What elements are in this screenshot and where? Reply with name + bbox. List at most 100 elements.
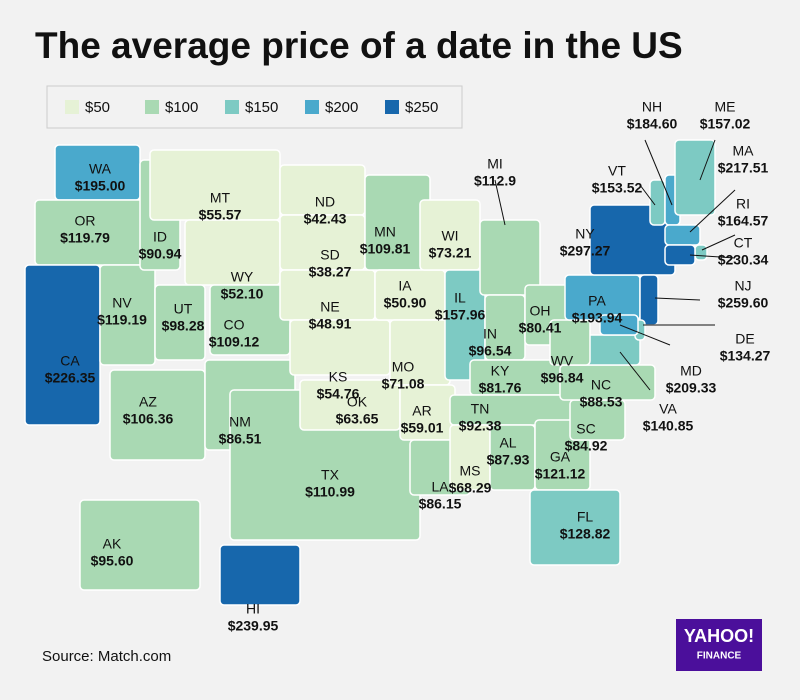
state-region	[219, 544, 301, 606]
state-abbr: CT	[734, 235, 753, 251]
state-abbr: KS	[329, 369, 348, 385]
state-abbr: TN	[471, 401, 490, 417]
state-value: $157.96	[435, 307, 486, 323]
legend-swatch	[385, 100, 399, 114]
state-value: $109.81	[360, 241, 411, 257]
state-abbr: NM	[229, 414, 251, 430]
state-region	[24, 264, 101, 426]
state-abbr: SD	[320, 247, 339, 263]
state-value: $92.38	[459, 418, 502, 434]
state-value: $109.12	[209, 334, 260, 350]
state-region	[479, 219, 541, 296]
leader-line	[644, 139, 673, 206]
state-value: $106.36	[123, 411, 174, 427]
state-abbr: WI	[441, 228, 458, 244]
state-value: $195.00	[75, 178, 126, 194]
state-value: $226.35	[45, 370, 96, 386]
state-abbr: SC	[576, 421, 595, 437]
state-region	[529, 489, 621, 566]
state-region	[79, 499, 201, 591]
leader-line	[619, 351, 651, 391]
state-abbr: NV	[112, 295, 132, 311]
brand-name: YAHOO!	[684, 626, 754, 646]
leader-line	[639, 184, 656, 206]
state-value: $90.94	[139, 246, 182, 262]
state-abbr: MO	[392, 359, 415, 375]
state-abbr: AR	[412, 403, 431, 419]
state-value: $121.12	[535, 466, 586, 482]
state-value: $128.82	[560, 526, 611, 542]
state-abbr: GA	[550, 449, 571, 465]
legend-label: $100	[165, 99, 198, 116]
state-value: $98.28	[162, 318, 205, 334]
state-value: $239.95	[228, 618, 279, 634]
state-value: $134.27	[720, 348, 771, 364]
state-value: $193.94	[572, 310, 623, 326]
state-abbr: MA	[733, 143, 755, 159]
brand-logo	[676, 619, 762, 671]
state-abbr: MT	[210, 190, 231, 206]
leader-line	[689, 189, 736, 233]
state-abbr: AK	[103, 536, 122, 552]
state-abbr: TX	[321, 467, 340, 483]
state-abbr: AL	[499, 435, 516, 451]
state-abbr: WA	[89, 161, 112, 177]
state-value: $88.53	[580, 394, 623, 410]
state-region	[599, 314, 639, 336]
state-abbr: MS	[460, 463, 481, 479]
state-value: $217.51	[718, 160, 769, 176]
state-value: $55.57	[199, 207, 242, 223]
leader-line	[619, 324, 671, 346]
legend-swatch	[145, 100, 159, 114]
state-value: $209.33	[666, 380, 717, 396]
state-value: $80.41	[519, 320, 562, 336]
state-abbr: OK	[347, 394, 368, 410]
state-value: $48.91	[309, 316, 352, 332]
state-abbr: VT	[608, 163, 626, 179]
state-value: $63.65	[336, 411, 379, 427]
legend-label: $50	[85, 99, 110, 116]
state-value: $68.29	[449, 480, 492, 496]
state-abbr: NE	[320, 299, 339, 315]
title: The average price of a date in the US	[35, 25, 683, 66]
legend-swatch	[225, 100, 239, 114]
state-abbr: IA	[398, 278, 412, 294]
state-abbr: HI	[246, 601, 260, 617]
state-value: $297.27	[560, 243, 611, 259]
state-region	[154, 284, 206, 361]
state-abbr: NJ	[734, 278, 751, 294]
state-region	[639, 274, 659, 326]
state-abbr: ID	[153, 229, 167, 245]
state-value: $112.9	[474, 173, 516, 189]
state-abbr: ND	[315, 194, 335, 210]
state-value: $119.19	[97, 312, 147, 328]
legend-label: $250	[405, 99, 438, 116]
state-abbr: NY	[575, 226, 595, 242]
state-value: $157.02	[700, 116, 751, 132]
legend-label: $150	[245, 99, 278, 116]
state-abbr: NH	[642, 99, 662, 115]
state-value: $86.51	[219, 431, 262, 447]
state-abbr: MN	[374, 224, 396, 240]
state-value: $184.60	[627, 116, 678, 132]
state-value: $164.57	[718, 213, 769, 229]
state-value: $54.76	[317, 386, 360, 402]
state-value: $86.15	[419, 496, 462, 512]
state-value: $38.27	[309, 264, 352, 280]
leader-line	[654, 297, 701, 301]
state-value: $110.99	[305, 484, 355, 500]
state-value: $119.79	[60, 230, 110, 246]
state-abbr: MI	[487, 156, 503, 172]
state-value: $81.76	[479, 380, 522, 396]
state-abbr: FL	[577, 509, 594, 525]
state-value: $96.84	[541, 370, 584, 386]
state-abbr: CA	[60, 353, 80, 369]
state-value: $50.90	[384, 295, 427, 311]
state-value: $42.43	[304, 211, 347, 227]
source: Source: Match.com	[42, 648, 171, 665]
leader-line	[701, 234, 736, 251]
state-value: $140.85	[643, 418, 694, 434]
state-abbr: ME	[715, 99, 736, 115]
state-value: $96.54	[469, 343, 512, 359]
